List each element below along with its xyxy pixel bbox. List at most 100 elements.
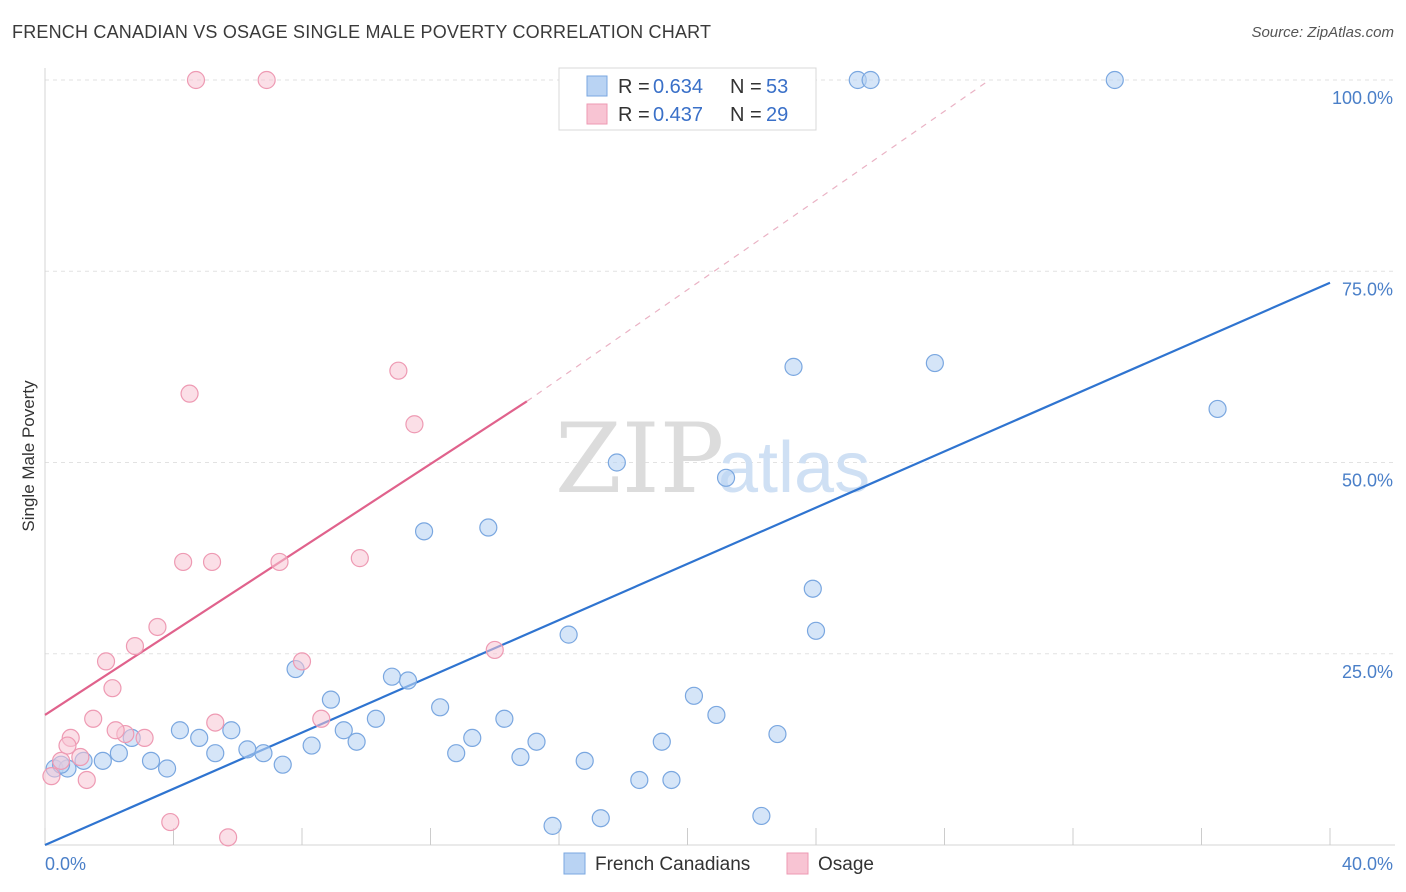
legend-r-label-2: R = <box>618 104 650 126</box>
point-osage-17 <box>202 552 222 572</box>
point-osage-6 <box>84 709 103 728</box>
point-osage-25 <box>389 361 408 380</box>
point-french-canadians-3 <box>93 751 112 770</box>
point-french-canadians-17 <box>321 690 341 709</box>
point-osage-26 <box>405 415 424 434</box>
point-osage-3 <box>58 736 77 755</box>
point-french-canadians-43 <box>768 724 787 744</box>
source-label: Source: ZipAtlas.com <box>1251 24 1394 41</box>
point-osage-12 <box>148 617 167 637</box>
point-french-canadians-38 <box>662 770 681 790</box>
watermark-atlas: atlas <box>718 428 870 508</box>
point-french-canadians-35 <box>607 453 626 472</box>
watermark: ZIP atlas <box>555 403 870 515</box>
legend-swatch-pink <box>586 103 608 125</box>
bottom-legend-swatch-blue <box>563 852 586 875</box>
point-french-canadians-18 <box>334 721 353 740</box>
point-osage-7 <box>96 652 116 671</box>
point-french-canadians-30 <box>527 732 546 751</box>
point-french-canadians-41 <box>716 468 736 487</box>
point-french-canadians-23 <box>414 522 434 541</box>
bottom-legend: French Canadians Osage <box>563 852 874 875</box>
legend-box: R = 0.634 N = 53 R = 0.437 N = 29 <box>558 67 817 131</box>
legend-r-value-1: 0.634 <box>653 76 703 98</box>
point-osage-15 <box>180 384 199 403</box>
legend-r-value-2: 0.437 <box>653 104 703 126</box>
point-osage-0 <box>42 767 61 786</box>
point-french-canadians-8 <box>170 721 190 740</box>
point-french-canadians-46 <box>806 621 826 640</box>
point-french-canadians-24 <box>431 698 450 717</box>
point-french-canadians-19 <box>347 732 366 751</box>
point-osage-18 <box>206 713 225 732</box>
tick-labels: 25.0% 50.0% 75.0% 100.0% 0.0% 40.0% <box>45 88 1393 874</box>
point-osage-8 <box>103 679 122 698</box>
point-french-canadians-51 <box>1208 399 1227 419</box>
point-french-canadians-31 <box>543 816 562 835</box>
point-french-canadians-39 <box>684 686 704 705</box>
legend-n-label-2: N = <box>730 104 762 126</box>
point-osage-28 <box>106 721 125 740</box>
y-tick-label-75: 75.0% <box>1342 279 1393 299</box>
trendline-osage-extended <box>526 79 990 402</box>
point-french-canadians-33 <box>575 751 594 770</box>
point-french-canadians-11 <box>222 721 241 740</box>
point-french-canadians-20 <box>366 709 385 728</box>
point-french-canadians-12 <box>238 740 257 759</box>
point-french-canadians-4 <box>109 744 128 763</box>
point-osage-4 <box>71 747 90 767</box>
axes <box>44 68 1395 846</box>
point-french-canadians-7 <box>157 759 177 778</box>
point-french-canadians-42 <box>752 806 771 826</box>
point-french-canadians-9 <box>190 728 209 748</box>
point-osage-16 <box>186 70 206 90</box>
legend-r-label-1: R = <box>618 76 650 98</box>
point-french-canadians-26 <box>463 728 482 748</box>
watermark-zip: ZIP <box>555 403 724 515</box>
point-french-canadians-28 <box>495 709 514 728</box>
point-french-canadians-40 <box>707 705 726 725</box>
grid-lines <box>45 79 1395 655</box>
legend-n-value-2: 29 <box>766 104 788 126</box>
point-french-canadians-22 <box>398 671 418 690</box>
y-axis-label: Single Male Poverty <box>19 380 38 532</box>
point-french-canadians-36 <box>630 770 649 790</box>
point-french-canadians-25 <box>447 744 466 763</box>
x-tick-label-min: 0.0% <box>45 854 86 874</box>
point-osage-27 <box>485 640 504 660</box>
point-osage-1 <box>51 751 71 770</box>
legend-swatch-blue <box>586 75 608 97</box>
point-french-canadians-37 <box>652 732 671 751</box>
point-osage-5 <box>77 770 96 790</box>
bottom-legend-swatch-pink <box>786 852 809 875</box>
point-french-canadians-49 <box>925 353 944 373</box>
point-osage-10 <box>125 636 145 656</box>
point-osage-23 <box>312 709 331 728</box>
point-french-canadians-14 <box>273 755 292 774</box>
point-osage-19 <box>219 828 238 847</box>
bottom-legend-french-canadians: French Canadians <box>595 854 750 875</box>
point-osage-13 <box>161 812 180 832</box>
point-french-canadians-27 <box>479 518 498 537</box>
legend-n-value-1: 53 <box>766 76 788 98</box>
point-osage-14 <box>174 552 193 572</box>
point-french-canadians-50 <box>1105 70 1124 90</box>
trendline-french-canadians <box>44 281 1331 847</box>
point-french-canadians-48 <box>861 70 880 90</box>
bottom-legend-osage: Osage <box>818 854 874 875</box>
point-osage-21 <box>270 552 289 572</box>
x-tick-label-max: 40.0% <box>1342 854 1393 874</box>
point-french-canadians-10 <box>206 744 225 763</box>
point-french-canadians-21 <box>382 667 402 686</box>
y-tick-label-100: 100.0% <box>1332 88 1393 108</box>
point-french-canadians-45 <box>803 579 822 598</box>
point-osage-24 <box>350 549 369 568</box>
data-points <box>42 70 1227 847</box>
point-osage-22 <box>292 652 312 671</box>
y-tick-label-25: 25.0% <box>1342 662 1393 682</box>
point-french-canadians-44 <box>784 357 803 376</box>
point-french-canadians-29 <box>511 747 530 767</box>
point-osage-20 <box>257 70 276 90</box>
point-french-canadians-34 <box>591 809 610 828</box>
y-tick-label-50: 50.0% <box>1342 471 1393 491</box>
